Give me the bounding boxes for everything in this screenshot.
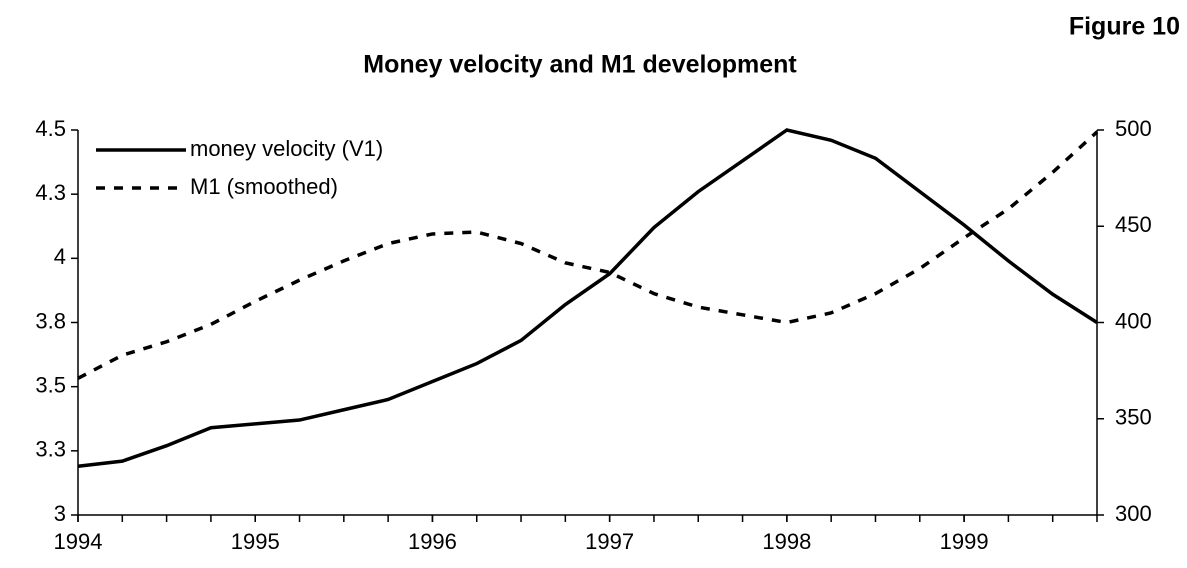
y2-tick-label: 400 [1115, 308, 1152, 333]
y-tick-label: 3.3 [35, 437, 66, 462]
y-tick-label: 4.5 [35, 116, 66, 141]
y2-tick-label: 350 [1115, 405, 1152, 430]
y-tick-label: 3.8 [35, 308, 66, 333]
series-line [77, 130, 1099, 380]
y2-tick-label: 500 [1115, 116, 1152, 141]
x-tick-label: 1996 [408, 529, 457, 554]
y-tick-label: 3 [54, 501, 66, 526]
series-line [77, 128, 1098, 468]
x-tick-label: 1999 [940, 529, 989, 554]
y2-tick-label: 450 [1115, 212, 1152, 237]
legend-label: money velocity (V1) [190, 136, 383, 161]
chart-title: Money velocity and M1 development [363, 51, 797, 79]
x-tick-label: 1998 [762, 529, 811, 554]
x-tick-label: 1997 [585, 529, 634, 554]
x-tick-label: 1994 [54, 529, 103, 554]
y-tick-label: 4 [54, 244, 66, 269]
y-tick-label: 3.5 [35, 372, 66, 397]
x-tick-label: 1995 [231, 529, 280, 554]
figure-label: Figure 10 [1069, 13, 1180, 41]
y2-tick-label: 300 [1115, 501, 1152, 526]
legend-label: M1 (smoothed) [190, 174, 338, 199]
y-tick-label: 4.3 [35, 180, 66, 205]
